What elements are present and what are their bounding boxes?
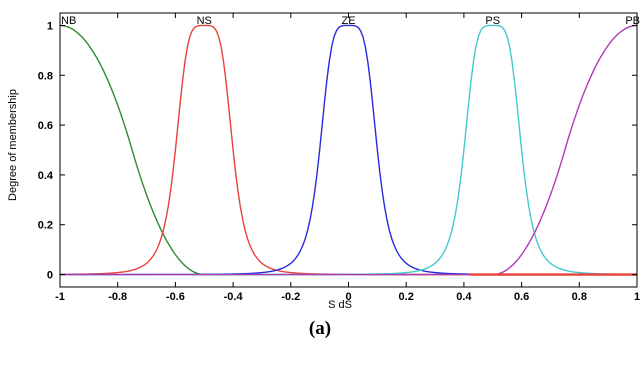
x-tick-label: -0.6 (166, 291, 185, 303)
x-tick-label: 0.4 (456, 291, 472, 303)
mf-label-ps: PS (485, 15, 500, 27)
series-line-pb (60, 24, 638, 276)
figure-caption: (a) (308, 318, 332, 339)
mf-label-ze: ZE (341, 15, 355, 27)
mf-label-ns: NS (197, 15, 212, 27)
series-line-ze (60, 24, 637, 276)
series-line-ps (60, 24, 638, 276)
x-tick-label: -0.2 (281, 291, 300, 303)
y-tick-label: 1 (47, 20, 53, 32)
mf-label-pb: PB (625, 15, 640, 27)
mf-label-nb: NB (61, 15, 76, 27)
x-tick-label: 0.6 (514, 291, 529, 303)
x-tick-label: -0.4 (224, 291, 244, 303)
y-tick-label: 0.2 (38, 220, 53, 232)
x-tick-label: 0.2 (399, 291, 414, 303)
y-tick-label: 0.6 (38, 120, 53, 132)
x-axis-label: S dS (328, 299, 352, 311)
y-tick-label: 0.8 (38, 70, 53, 82)
y-tick-label: 0.4 (38, 170, 54, 182)
curves-layer (59, 24, 638, 276)
y-tick-label: 0 (47, 270, 53, 282)
x-tick-label: -0.8 (108, 291, 127, 303)
x-tick-label: 1 (634, 291, 640, 303)
y-axis-label: Degree of membership (7, 89, 19, 201)
series-line-ns (59, 24, 637, 276)
axes-layer: -1 -0.8 -0.6 -0.4 -0.2 0 0.2 0.4 0.6 0.8 1 0 0.2 0.4 0… (38, 12, 640, 303)
x-tick-label: 0 (345, 291, 351, 303)
mf-labels-layer: NB NS ZE PS PB (61, 15, 640, 27)
x-tick-label: -1 (55, 291, 65, 303)
x-tick-label: 0.8 (572, 291, 587, 303)
plot-frame (59, 12, 638, 288)
series-line-nb (59, 24, 637, 276)
